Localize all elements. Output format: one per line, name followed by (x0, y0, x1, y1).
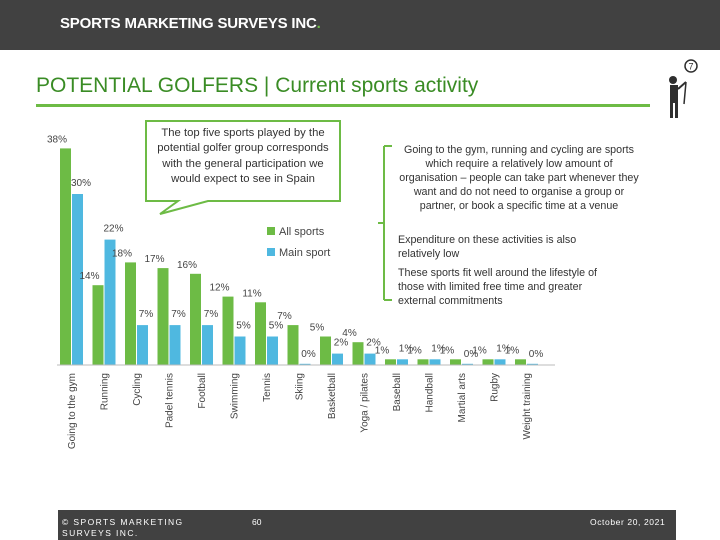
bar-all-sports (450, 359, 461, 365)
bar-main-sport (332, 353, 343, 365)
data-label-main-sport: 1% (496, 343, 511, 354)
bar-main-sport (527, 363, 538, 365)
data-label-main-sport: 0% (301, 349, 316, 360)
data-label-main-sport: 2% (334, 338, 349, 349)
x-tick-label: Martial arts (457, 373, 468, 422)
data-label-all-sports: 4% (342, 328, 357, 339)
data-label-main-sport: 7% (171, 309, 186, 320)
bar-main-sport (462, 363, 473, 365)
title-divider (36, 104, 650, 107)
data-label-all-sports: 1% (505, 345, 520, 356)
data-label-main-sport: 22% (103, 224, 123, 235)
bar-main-sport (234, 336, 246, 365)
data-label-all-sports: 14% (79, 271, 99, 282)
x-tick-label: Weight training (522, 373, 533, 440)
data-label-all-sports: 1% (407, 345, 422, 356)
x-tick-label: Basketball (327, 373, 338, 419)
callout-text: The top five sports played by the potent… (157, 127, 329, 186)
x-tick-label: Swimming (230, 373, 241, 419)
x-tick-label: Yoga / pilates (360, 373, 371, 433)
legend-label-main-sport: Main sport (279, 247, 330, 259)
footer-date: October 20, 2021 (590, 517, 666, 527)
golfer-icon: 7 (669, 59, 698, 118)
bar-main-sport (137, 325, 148, 365)
x-tick-label: Handball (425, 373, 436, 412)
bar-all-sports (157, 268, 169, 365)
bar-main-sport (202, 325, 213, 365)
data-label-main-sport: 2% (366, 338, 381, 349)
data-label-all-sports: 1% (375, 345, 390, 356)
bar-all-sports (515, 359, 526, 365)
x-tick-label: Going to the gym (67, 373, 78, 449)
bar-all-sports (190, 273, 201, 365)
bar-all-sports (385, 359, 396, 365)
bar-all-sports (287, 325, 299, 365)
footer-bar (58, 510, 676, 540)
data-label-main-sport: 0% (464, 349, 479, 360)
data-label-all-sports: 18% (112, 248, 132, 259)
footer-copyright: © SPORTS MARKETING SURVEYS INC. (62, 517, 184, 538)
x-tick-label: Padel tennis (165, 373, 176, 428)
data-label-main-sport: 0% (529, 349, 544, 360)
bar-all-sports (352, 342, 364, 365)
bar-main-sport (72, 194, 83, 365)
logo-text: SPORTS MARKETING SURVEYS INC (60, 15, 317, 32)
data-label-main-sport: 5% (236, 321, 251, 332)
svg-text:7: 7 (688, 62, 693, 72)
legend-swatch-main-sport (267, 248, 275, 256)
company-logo: SPORTS MARKETING SURVEYS INC. (60, 15, 321, 32)
bar-main-sport (429, 359, 441, 365)
x-tick-label: Football (197, 373, 208, 409)
x-tick-label: Skiing (295, 373, 306, 400)
bar-main-sport (494, 359, 506, 365)
page-title: POTENTIAL GOLFERS | Current sports activ… (36, 74, 479, 97)
bar-all-sports (125, 262, 136, 365)
bar-all-sports (417, 359, 429, 365)
page-number: 60 (252, 517, 262, 527)
bar-main-sport (364, 353, 376, 365)
bar-all-sports (255, 302, 266, 365)
bar-all-sports (92, 285, 104, 365)
data-label-all-sports: 7% (277, 311, 292, 322)
bar-main-sport (299, 363, 311, 365)
data-label-all-sports: 12% (209, 283, 229, 294)
x-tick-label: Running (100, 373, 111, 410)
x-tick-label: Cycling (132, 373, 143, 406)
data-label-main-sport: 30% (71, 178, 91, 189)
bar-main-sport (267, 336, 278, 365)
data-label-all-sports: 16% (177, 260, 197, 271)
legend-label-all-sports: All sports (279, 226, 325, 238)
data-label-main-sport: 1% (399, 343, 414, 354)
x-tick-label: Tennis (262, 373, 273, 402)
data-label-all-sports: 11% (242, 288, 261, 299)
header-bar: SPORTS MARKETING SURVEYS INC. (0, 0, 720, 50)
bar-all-sports (320, 336, 331, 365)
bar-main-sport (397, 359, 408, 365)
note-gym-running-cycling: Going to the gym, running and cycling ar… (399, 144, 639, 212)
data-label-main-sport: 7% (139, 309, 154, 320)
x-tick-label: Rugby (490, 373, 501, 402)
x-tick-label: Baseball (392, 373, 403, 411)
bar-all-sports (60, 148, 71, 365)
bar-main-sport (104, 239, 116, 365)
note-lifestyle: These sports fit well around the lifesty… (398, 267, 598, 307)
note-expenditure: Expenditure on these activities is also … (398, 234, 577, 260)
data-label-all-sports: 1% (440, 345, 455, 356)
logo-dot: . (316, 15, 321, 32)
bar-all-sports (482, 359, 494, 365)
data-label-all-sports: 38% (47, 134, 67, 145)
data-label-main-sport: 7% (204, 309, 219, 320)
data-label-all-sports: 5% (310, 323, 325, 334)
data-label-all-sports: 17% (144, 254, 164, 265)
data-label-all-sports: 1% (472, 345, 487, 356)
data-label-main-sport: 1% (431, 343, 446, 354)
bar-all-sports (222, 296, 234, 365)
legend-swatch-all-sports (267, 227, 275, 235)
data-label-main-sport: 5% (269, 321, 284, 332)
bar-main-sport (169, 325, 181, 365)
